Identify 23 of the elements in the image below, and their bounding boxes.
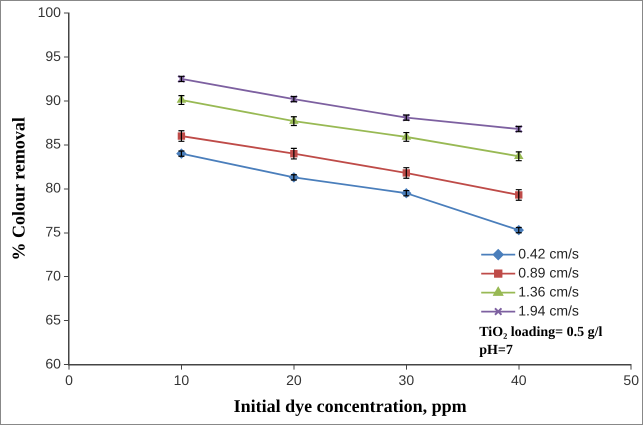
y-tick-label: 75 <box>45 224 62 240</box>
annotation: TiO₂ loading= 0.5 g/l <box>479 325 602 340</box>
legend-label: 0.89 cm/s <box>518 264 579 280</box>
x-tick-label: 40 <box>510 372 527 388</box>
legend-label: 0.42 cm/s <box>518 245 579 262</box>
y-tick-label: 65 <box>45 312 62 328</box>
y-tick-label: 95 <box>45 48 62 64</box>
y-tick-label: 90 <box>45 92 62 108</box>
x-tick-label: 10 <box>174 372 190 388</box>
y-tick-label: 70 <box>45 268 62 284</box>
y-tick-label: 100 <box>38 4 62 20</box>
y-axis-title: % Colour removal <box>8 117 28 260</box>
y-tick-label: 60 <box>45 355 62 372</box>
x-axis-title: Initial dye concentration, ppm <box>234 396 467 416</box>
x-tick-label: 20 <box>286 372 302 388</box>
y-tick-label: 85 <box>45 136 62 152</box>
x-tick-label: 50 <box>623 372 640 388</box>
annotation: pH=7 <box>479 343 513 358</box>
y-tick-label: 80 <box>45 180 62 196</box>
x-tick-label: 0 <box>65 372 74 388</box>
legend-label: 1.36 cm/s <box>518 283 579 300</box>
x-tick-label: 30 <box>398 372 414 388</box>
legend-label: 1.94 cm/s <box>518 302 579 318</box>
